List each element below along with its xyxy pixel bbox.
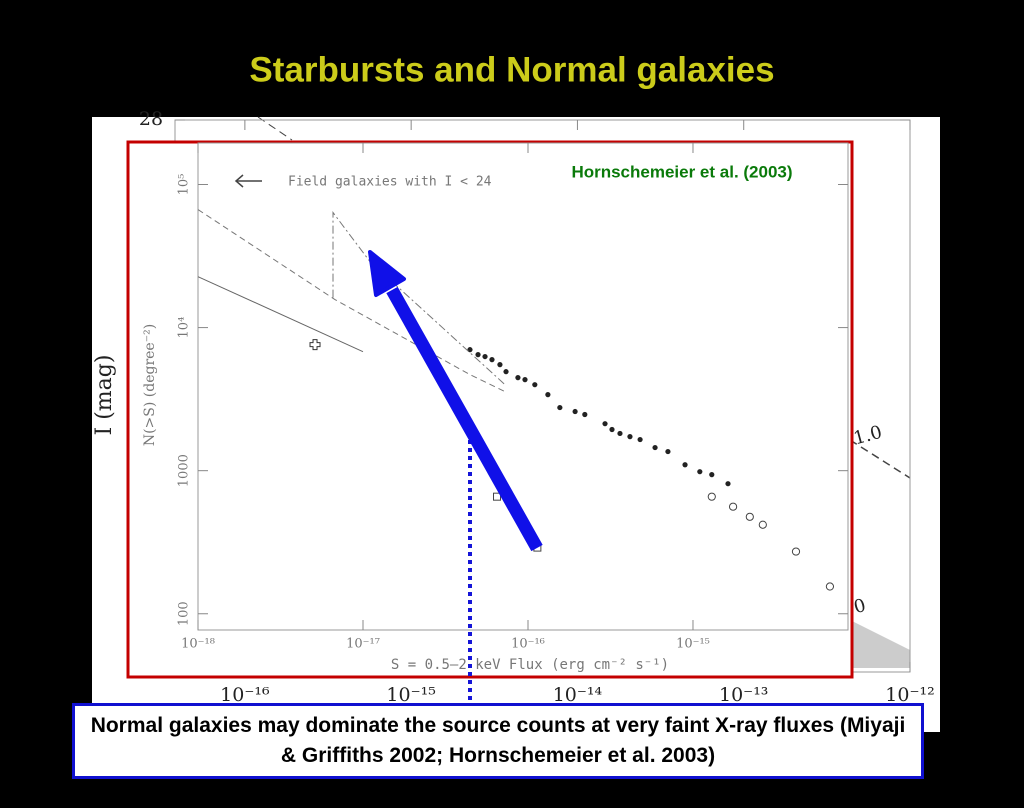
model-line	[849, 439, 911, 479]
data-point	[652, 444, 658, 451]
data-point	[309, 339, 321, 351]
annotation-arrow	[234, 174, 244, 188]
y-axis-label: I (mag)	[92, 355, 117, 436]
data-point	[709, 472, 715, 478]
data-point	[665, 448, 671, 455]
y-tick-label: 10⁵	[177, 174, 192, 196]
data-point	[627, 434, 633, 440]
slide-title: Starbursts and Normal galaxies	[249, 50, 774, 89]
data-point	[758, 520, 767, 529]
data-point	[707, 492, 716, 501]
caption: Normal galaxies may dominate the source …	[72, 703, 924, 779]
inset-chart: 10⁻¹⁸ 10⁻¹⁷ 10⁻¹⁶ 10⁻¹⁵ 10⁵ 10⁴ 1000 100 N(>S) (…	[142, 142, 849, 673]
data-point	[475, 352, 481, 358]
data-point	[493, 492, 502, 501]
y-tick-label: 28	[139, 108, 163, 130]
data-point	[497, 362, 503, 368]
model-line	[197, 276, 364, 353]
x-tick-label: 10⁻¹⁶	[220, 684, 270, 706]
data-point	[725, 481, 731, 487]
data-point	[602, 421, 608, 427]
data-point	[482, 353, 488, 360]
model-line	[257, 116, 293, 141]
x-tick-label: 10⁻¹⁵	[386, 684, 435, 706]
annotation: Hornschemeier et al. (2003)	[571, 162, 792, 181]
annotation: Field galaxies with I < 24	[288, 175, 492, 190]
data-point	[489, 357, 495, 363]
x-axis-label: S = 0.5–2 keV Flux (erg cm⁻² s⁻¹)	[391, 657, 669, 673]
data-point	[545, 392, 551, 398]
data-point	[825, 582, 835, 591]
y-tick-label: 1000	[177, 454, 192, 487]
data-point	[532, 382, 538, 388]
plot-frame	[197, 142, 849, 631]
model-line	[197, 209, 506, 393]
data-point	[522, 376, 528, 383]
data-point	[503, 369, 509, 375]
x-tick-label: 10⁻¹⁴	[553, 684, 603, 706]
arrow-shaft	[386, 286, 543, 552]
data-point	[682, 462, 688, 468]
x-tick-label: 10⁻¹⁷	[346, 637, 380, 652]
x-tick-label: 10⁻¹²	[885, 684, 934, 706]
inset-frame	[126, 140, 854, 679]
data-point	[515, 375, 521, 381]
annotation: 0	[852, 595, 868, 618]
x-tick-label: 10⁻¹³	[719, 684, 768, 706]
y-tick-label: 100	[177, 601, 192, 626]
data-point	[637, 436, 643, 443]
data-point	[791, 547, 801, 556]
x-tick-label: 10⁻¹⁵	[676, 637, 710, 652]
shaded-region	[850, 620, 910, 668]
data-point	[697, 469, 703, 475]
y-tick-label: 10⁴	[177, 317, 192, 339]
model-line	[332, 211, 506, 386]
data-point	[582, 411, 588, 418]
data-point	[728, 502, 738, 511]
x-tick-label: 10⁻¹⁶	[511, 637, 545, 652]
data-point	[745, 512, 754, 521]
data-point	[557, 404, 563, 411]
data-point	[572, 408, 578, 415]
data-point	[609, 426, 615, 433]
x-tick-label: 10⁻¹⁸	[181, 637, 215, 652]
y-axis-label: N(>S) (degree⁻²)	[142, 324, 158, 446]
data-point	[617, 430, 623, 437]
arrow-head	[368, 250, 406, 297]
